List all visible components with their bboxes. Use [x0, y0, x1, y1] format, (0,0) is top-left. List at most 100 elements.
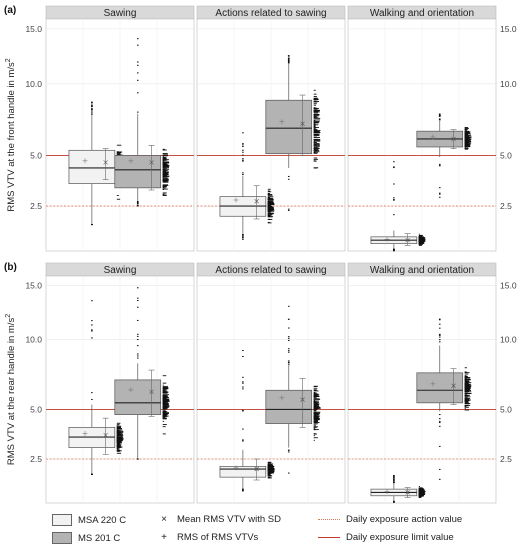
point-density: [162, 154, 169, 156]
point-density: [162, 409, 166, 411]
legend-swatch-ms201c: [52, 532, 72, 544]
outlier-point: [287, 59, 290, 61]
point-density: [116, 452, 122, 454]
point-density: [162, 185, 169, 186]
legend-item-limit: Daily exposure limit value: [318, 532, 454, 543]
point-density: [313, 140, 321, 141]
point-density: [464, 133, 471, 135]
point-density: [313, 149, 319, 150]
point-density: [267, 212, 274, 214]
outlier-point: [438, 318, 441, 320]
point-density: [313, 427, 316, 429]
point-density: [162, 171, 169, 173]
outlier-point: [287, 449, 290, 451]
point-density: [267, 215, 271, 217]
point-density: [313, 403, 318, 405]
point-density: [313, 411, 317, 413]
outlier-point: [136, 339, 139, 341]
point-density: [162, 164, 170, 166]
point-density: [464, 136, 468, 138]
outlier-point: [287, 60, 290, 62]
outlier-point: [242, 143, 244, 145]
point-density: [313, 130, 321, 132]
outlier-point: [393, 214, 395, 216]
y-tick-right-1-0: 2.5: [500, 454, 512, 464]
box-body: [416, 372, 464, 404]
point-density: [267, 477, 271, 479]
point-density: [313, 98, 316, 100]
strip-label-0-1: Actions related to sawing: [215, 8, 326, 19]
outlier-point: [91, 337, 93, 339]
point-density: [464, 128, 468, 130]
point-density: [116, 441, 119, 442]
point-density: [116, 445, 121, 447]
point-density: [162, 192, 167, 194]
outlier-point: [136, 201, 139, 203]
point-density: [162, 164, 168, 166]
point-density: [162, 172, 169, 174]
point-density: [162, 156, 167, 158]
point-density: [313, 395, 320, 397]
outlier-point: [438, 422, 441, 424]
point-density: [464, 387, 470, 389]
point-density: [162, 394, 168, 396]
point-density: [464, 146, 466, 148]
outlier-point: [287, 327, 290, 329]
outlier-point: [91, 104, 93, 106]
outlier-point: [287, 318, 290, 320]
point-density: [464, 142, 472, 144]
point-density: [464, 406, 469, 408]
point-density: [313, 115, 319, 117]
outlier-point: [242, 235, 244, 237]
outlier-point: [91, 300, 93, 302]
point-density: [313, 391, 316, 393]
outlier-point: [136, 205, 139, 207]
outlier-point: [287, 61, 290, 63]
point-density: [162, 392, 168, 394]
y-tick-right-1-3: 15.0: [500, 281, 517, 291]
strip-label-0-2: Walking and orientation: [370, 8, 474, 19]
point-density: [464, 400, 469, 402]
point-density: [464, 395, 467, 397]
point-density: [162, 399, 167, 401]
point-density: [162, 179, 169, 180]
point-density: [313, 111, 320, 113]
outlier-point: [242, 350, 244, 352]
mean-marker-b: [103, 432, 108, 438]
point-density: [116, 144, 122, 146]
outlier-point: [242, 376, 244, 378]
outlier-point: [242, 428, 244, 430]
outlier-point: [242, 172, 244, 174]
point-density: [116, 152, 122, 154]
point-density: [464, 398, 470, 400]
point-density: [464, 397, 467, 399]
point-density: [267, 211, 270, 212]
point-density: [464, 401, 469, 403]
point-density: [116, 198, 121, 200]
legend-label-ms201c: MS 201 C: [78, 532, 121, 544]
point-density: [418, 487, 423, 489]
outlier-point: [287, 59, 290, 61]
point-density: [313, 126, 315, 127]
point-density: [162, 161, 169, 163]
outlier-point: [393, 480, 395, 482]
outlier-point: [438, 333, 441, 335]
point-density: [267, 213, 270, 215]
point-density: [464, 132, 468, 134]
legend-swatch-msa220c: [52, 514, 72, 526]
point-density: [464, 392, 469, 394]
point-density: [313, 134, 319, 136]
point-density: [313, 421, 316, 423]
outlier-point: [136, 44, 139, 46]
point-density: [313, 114, 320, 115]
box-1-1-0: [219, 350, 275, 492]
outlier-point: [438, 319, 441, 321]
point-density: [313, 410, 317, 411]
point-density: [418, 240, 421, 241]
point-density: [313, 138, 319, 140]
point-density: [418, 241, 422, 243]
outlier-point: [91, 105, 93, 107]
point-density: [116, 434, 122, 436]
point-density: [464, 139, 471, 141]
point-density: [116, 450, 121, 452]
